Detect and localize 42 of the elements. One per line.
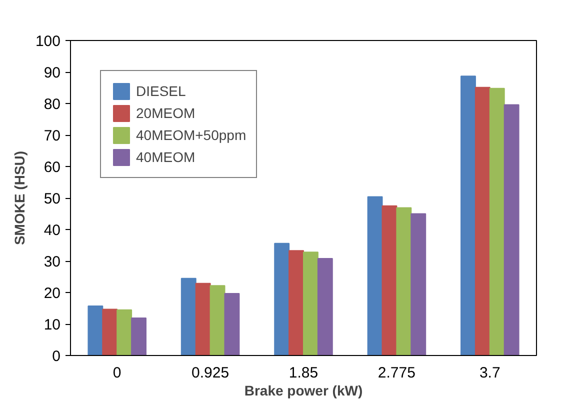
bar — [410, 213, 426, 356]
y-tick-label: 10 — [44, 316, 61, 334]
y-tick-label: 100 — [35, 33, 61, 50]
x-tick-label: 0.925 — [192, 364, 230, 382]
legend-label: 40MEOM — [136, 149, 196, 165]
legend-label: DIESEL — [136, 83, 186, 99]
bar — [489, 88, 505, 356]
y-axis-title: SMOKE (HSU) — [11, 150, 28, 246]
x-tick-label: 1.85 — [288, 364, 318, 382]
bar — [382, 205, 398, 356]
legend-label: 20MEOM — [136, 105, 196, 121]
bar — [317, 258, 333, 356]
y-tick-label: 0 — [52, 348, 60, 365]
x-tick-label: 2.775 — [378, 364, 416, 382]
y-tick-label: 80 — [44, 96, 61, 113]
bar — [504, 104, 520, 356]
x-axis-title: Brake power (kW) — [244, 382, 363, 398]
y-tick-label: 20 — [44, 285, 61, 302]
bar — [180, 278, 196, 356]
bar — [195, 282, 211, 356]
bar — [303, 252, 318, 356]
y-tick-label: 90 — [44, 64, 61, 82]
y-tick-label: 60 — [44, 159, 61, 176]
bar — [460, 76, 476, 356]
bar — [102, 308, 118, 356]
y-tick-label: 70 — [44, 128, 61, 144]
bar — [288, 250, 304, 356]
bar — [116, 309, 132, 356]
y-tick-label: 40 — [44, 222, 61, 239]
bar — [396, 207, 412, 356]
bar — [474, 86, 490, 356]
bar — [224, 292, 240, 356]
legend-label: 40MEOM+50ppm — [136, 127, 246, 143]
y-tick-label: 30 — [44, 254, 61, 270]
bar — [88, 306, 104, 356]
x-tick-label: 0 — [112, 364, 122, 382]
bar — [210, 285, 226, 356]
bar — [367, 196, 383, 356]
bar — [274, 242, 290, 356]
bar — [131, 318, 146, 356]
x-tick-label: 3.7 — [479, 364, 500, 382]
y-tick-label: 50 — [44, 190, 61, 208]
